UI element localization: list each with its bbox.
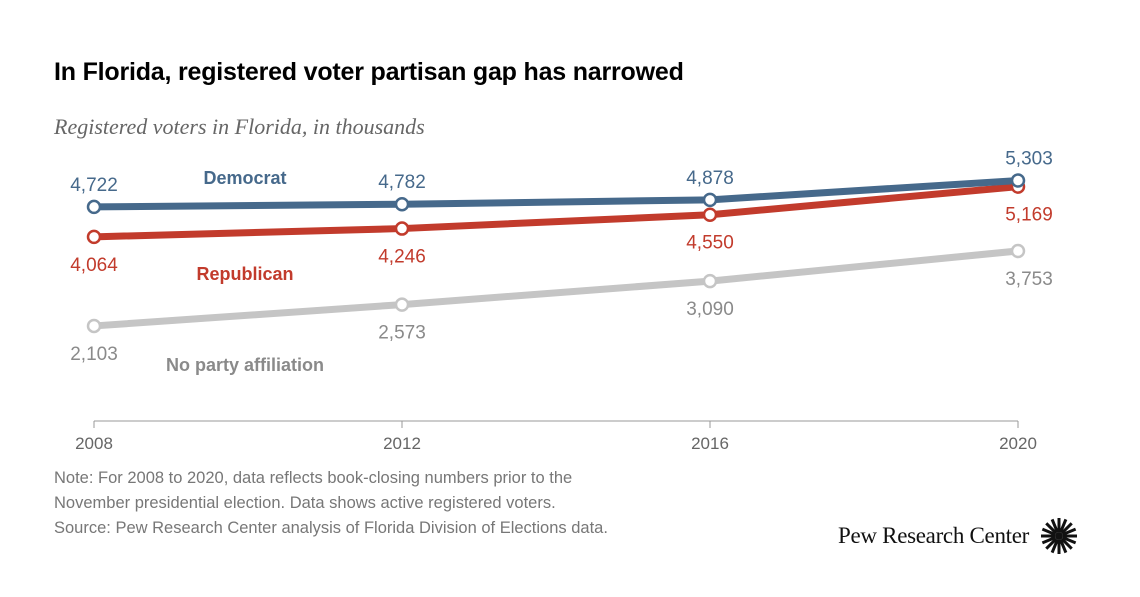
notes: Note: For 2008 to 2020, data reflects bo… xyxy=(54,466,608,541)
series-line-1 xyxy=(93,183,1019,241)
data-label: 3,753 xyxy=(1005,269,1053,290)
note-line-2: November presidential election. Data sho… xyxy=(54,494,556,512)
data-label: 4,782 xyxy=(378,172,426,193)
data-point xyxy=(394,221,410,236)
data-label: 4,722 xyxy=(70,175,118,196)
data-label: 4,550 xyxy=(686,233,734,254)
series-label: Democrat xyxy=(203,168,286,188)
x-tick-label: 2008 xyxy=(75,434,113,453)
x-tick-label: 2012 xyxy=(383,434,421,453)
line-chart: 2008 2012 2016 2020 2,103 2,573 3,090 3,753 No p… xyxy=(70,149,1053,453)
note-line-1: Note: For 2008 to 2020, data reflects bo… xyxy=(54,469,573,487)
x-tick-label: 2016 xyxy=(691,434,729,453)
data-point xyxy=(86,318,102,334)
series-label: Republican xyxy=(196,264,293,284)
data-label: 5,169 xyxy=(1005,205,1053,226)
chart-title: In Florida, registered voter partisan ga… xyxy=(54,58,684,86)
data-label: 5,303 xyxy=(1005,149,1053,170)
chart-subtitle: Registered voters in Florida, in thousan… xyxy=(54,114,425,139)
x-tick-label: 2020 xyxy=(999,434,1037,453)
data-label: 3,090 xyxy=(686,299,734,320)
source-line: Source: Pew Research Center analysis of … xyxy=(54,519,608,537)
data-point xyxy=(86,199,102,215)
pew-logo: Pew Research Center xyxy=(838,516,1079,556)
data-point xyxy=(702,207,718,222)
series-label: No party affiliation xyxy=(166,355,324,375)
data-point xyxy=(702,273,718,289)
data-point xyxy=(394,297,410,312)
data-label: 4,878 xyxy=(686,168,734,189)
data-label: 2,573 xyxy=(378,323,426,344)
series-line-2 xyxy=(93,247,1019,330)
data-label: 2,103 xyxy=(70,344,118,365)
data-point xyxy=(86,229,102,245)
data-point xyxy=(702,192,718,208)
data-point xyxy=(1010,243,1026,259)
logo-text: Pew Research Center xyxy=(838,523,1030,548)
data-point xyxy=(394,196,410,212)
data-label: 4,064 xyxy=(70,255,118,276)
sunburst-logo-icon xyxy=(1041,518,1078,554)
series-line-0 xyxy=(93,177,1019,211)
data-point xyxy=(1010,173,1026,188)
data-label: 4,246 xyxy=(378,247,426,268)
